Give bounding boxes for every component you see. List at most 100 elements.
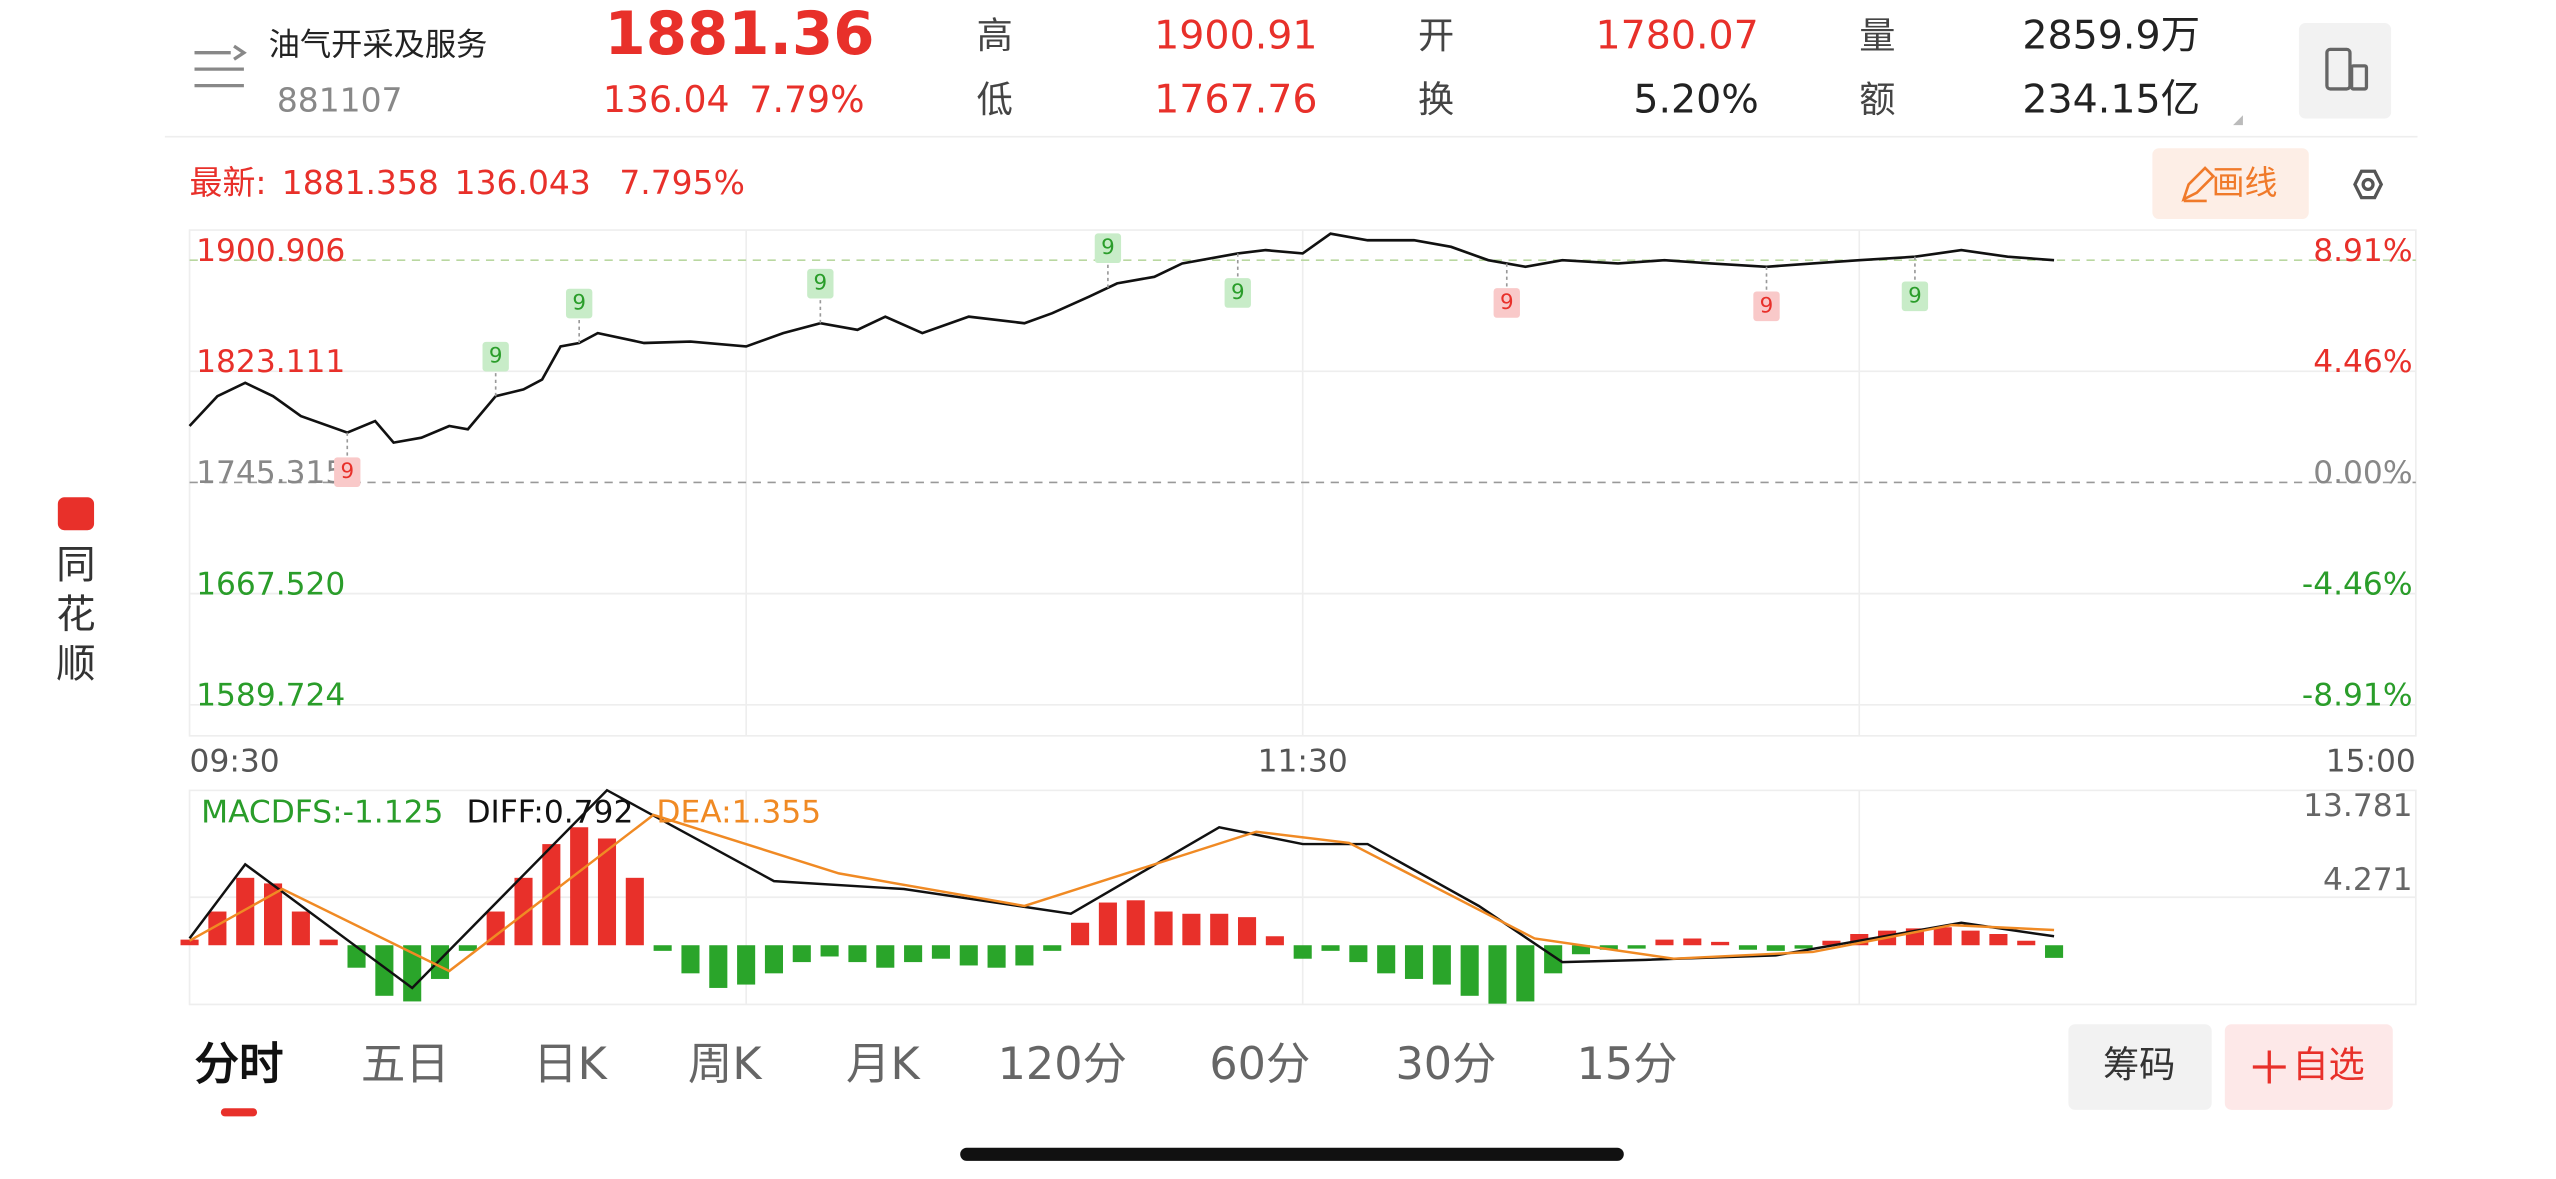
signal-label: 9 — [1500, 290, 1514, 315]
tab[interactable]: 60分 — [1209, 1039, 1310, 1090]
chips-button[interactable] — [2068, 1024, 2212, 1110]
signal-label: 9 — [814, 271, 828, 296]
signal-marker — [1493, 288, 1520, 318]
latest-label: 最新: — [190, 163, 267, 202]
tab[interactable]: 15分 — [1577, 1039, 1678, 1090]
signal-marker — [1753, 291, 1780, 322]
macd-bar — [792, 945, 811, 963]
y2-tick-label: 0.00% — [2313, 455, 2412, 491]
watchlist-label: 自选 — [2292, 1043, 2364, 1086]
tabs: 分时 五日 日K 周K 月K 120分 60分 30分 15分 — [195, 1039, 1678, 1117]
macd-bar — [848, 945, 867, 963]
signal-label: 9 — [1908, 283, 1922, 308]
macd-bar — [1989, 934, 2008, 946]
macd-bar — [987, 945, 1006, 968]
signal-marker — [807, 268, 834, 299]
macd-bar — [1683, 938, 1702, 946]
stat-label: 量 — [1859, 14, 1895, 57]
macd-bar — [820, 945, 839, 957]
macd-bar — [180, 939, 199, 946]
plus-icon — [2252, 1050, 2286, 1084]
tab-underline — [220, 1108, 258, 1117]
macd-bar — [1265, 936, 1284, 946]
device-icon — [2325, 47, 2352, 91]
macd-bar — [1516, 945, 1535, 1002]
tab[interactable]: 日K — [533, 1039, 608, 1090]
latest-change-pct: 7.795% — [619, 163, 745, 202]
signal-label: 9 — [489, 344, 503, 369]
tab[interactable]: 周K — [688, 1039, 763, 1090]
charts: 1900.906 1823.111 1745.315 1667.520 1589.724… — [180, 229, 2417, 1006]
macd-bar — [542, 844, 561, 946]
stat-value: 1780.07 — [1595, 12, 1758, 58]
stat-label: 换 — [1418, 78, 1454, 121]
legend-entry: MACDFS:-1.125 — [201, 794, 443, 830]
macd-bar — [1210, 913, 1229, 946]
macd-bar — [931, 945, 950, 959]
macd-bar — [1098, 902, 1117, 946]
macd-bar — [1237, 917, 1257, 946]
macd-bar — [291, 911, 310, 946]
stat-value: 1767.76 — [1154, 77, 1317, 123]
stat-label: 高 — [977, 14, 1013, 57]
change: 136.04 — [603, 78, 730, 121]
macd-bar — [1655, 939, 1674, 946]
macd-bar — [1015, 945, 1034, 966]
watchlist-button[interactable] — [2224, 1024, 2393, 1110]
signal-marker — [482, 341, 509, 372]
device-button[interactable] — [2298, 23, 2392, 119]
macd-bar — [764, 945, 784, 974]
settings-icon[interactable] — [2353, 169, 2384, 200]
corner-mark — [2233, 115, 2243, 126]
signal-label: 9 — [1101, 235, 1115, 260]
y-tick-label: 1589.724 — [196, 678, 345, 714]
tab[interactable]: 120分 — [998, 1039, 1127, 1090]
x-tick-label: 09:30 — [190, 743, 280, 779]
macd-bar — [1432, 945, 1451, 985]
macd-bar — [403, 945, 422, 1002]
macd-bar — [1794, 945, 1813, 949]
signal-marker — [565, 288, 593, 319]
y2-tick-label: -8.91% — [2302, 677, 2413, 713]
macd-bar — [486, 911, 505, 946]
price: 1881.36 — [605, 0, 875, 68]
menu-icon[interactable] — [194, 44, 247, 88]
latest-price: 1881.358 — [282, 163, 439, 202]
macd-bar — [653, 945, 672, 951]
macd-bar — [1182, 913, 1201, 946]
latest-change: 136.043 — [455, 163, 591, 202]
y-tick-label: 4.271 — [2323, 862, 2413, 898]
tab[interactable]: 五日 — [361, 1039, 450, 1090]
price-line — [188, 232, 2055, 445]
macd-bar — [2045, 945, 2064, 958]
macd-bar — [1404, 945, 1424, 979]
macd-bar — [208, 911, 227, 946]
tab[interactable]: 分时 — [195, 1039, 284, 1090]
macd-bar — [1488, 945, 1507, 1004]
y2-tick-label: -4.46% — [2302, 566, 2413, 602]
tab[interactable]: 30分 — [1395, 1039, 1496, 1090]
macd-bar — [1460, 945, 1479, 996]
stat-value: 234.15亿 — [2022, 77, 2200, 123]
macd-bar — [1293, 945, 1312, 959]
macd-bar — [1822, 940, 1841, 946]
signal-marker — [334, 457, 361, 487]
macd-bar — [876, 945, 895, 968]
stat-label: 开 — [1418, 14, 1454, 57]
macd-bar — [514, 877, 533, 946]
home-indicator — [960, 1147, 1624, 1161]
draw-button-label: 画线 — [2212, 163, 2278, 202]
macd-bar — [458, 945, 477, 951]
signal-label: 9 — [572, 291, 586, 316]
settings-icon-dot — [2361, 177, 2375, 192]
macd-bar — [1711, 941, 1730, 946]
signal-marker — [1224, 278, 1251, 308]
stats: 高 1900.91 开 1780.07 量 2859.9万低 1767.76 换 5.20% 额 2… — [977, 12, 2200, 122]
signal-marker — [1901, 281, 1929, 312]
signal-marker — [1094, 233, 1122, 264]
tab[interactable]: 月K — [846, 1039, 921, 1090]
brand-text: 同花顺 — [56, 543, 96, 688]
signal-label: 9 — [1760, 293, 1774, 318]
